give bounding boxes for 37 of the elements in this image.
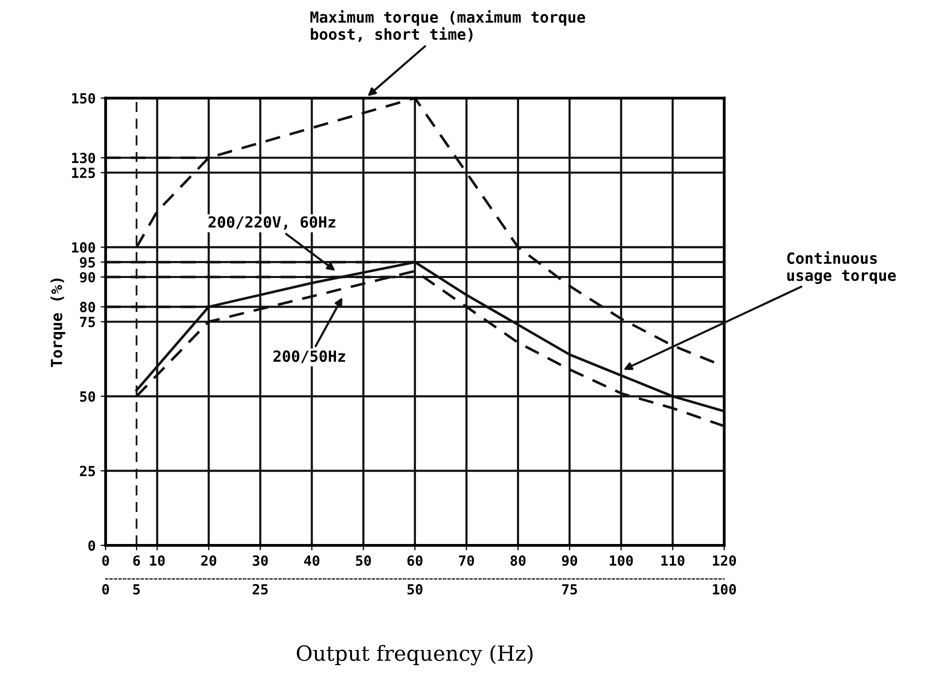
annotation: 200/220V, 60Hz	[208, 216, 336, 230]
y-axis-title: Torque (%)	[50, 278, 66, 368]
y-tick-label: 130	[72, 152, 96, 164]
x2-tick-label: 25	[252, 584, 268, 595]
x2-tick-label: 5	[133, 584, 140, 595]
y-tick-label: 80	[80, 302, 96, 312]
y-tick-label: 100	[72, 242, 96, 253]
x-tick-label: 70	[459, 555, 474, 566]
y-tick-label: 50	[80, 391, 96, 402]
y-tick-label: 95	[80, 257, 95, 268]
x-tick-label: 6	[133, 555, 140, 566]
x-tick-label: 50	[356, 555, 371, 566]
x-tick-label: 0	[102, 555, 109, 566]
x-tick-label: 60	[407, 555, 422, 566]
x-axis-title: Output frequency (Hz)	[296, 644, 533, 666]
y-tick-label: 90	[80, 272, 96, 283]
x-tick-label: 90	[562, 555, 578, 566]
y-tick-label: 0	[88, 540, 96, 551]
x-tick-label: 120	[712, 555, 736, 566]
x2-tick-label: 50	[408, 584, 422, 595]
y-tick-label: 125	[72, 168, 95, 178]
x-tick-label: 80	[510, 555, 526, 566]
x-tick-label: 100	[610, 555, 633, 566]
x-tick-label: 40	[304, 555, 320, 566]
y-tick-label: 150	[72, 93, 96, 104]
x2-tick-label: 100	[712, 584, 736, 595]
x2-tick-label: 75	[562, 584, 577, 595]
text: Continuous usage torque	[787, 251, 896, 284]
x-tick-label: 110	[661, 555, 684, 566]
annotation: 200/50Hz	[273, 350, 346, 364]
x-tick-label: 20	[201, 555, 216, 566]
x-tick-label: 30	[252, 555, 268, 566]
y-tick-label: 75	[80, 316, 95, 328]
x2-tick-label: 0	[102, 584, 109, 595]
x-tick-label: 10	[150, 555, 165, 566]
y-tick-label: 25	[80, 466, 95, 476]
text: Maximum torque (maximum torque boost, short time)	[310, 10, 586, 42]
